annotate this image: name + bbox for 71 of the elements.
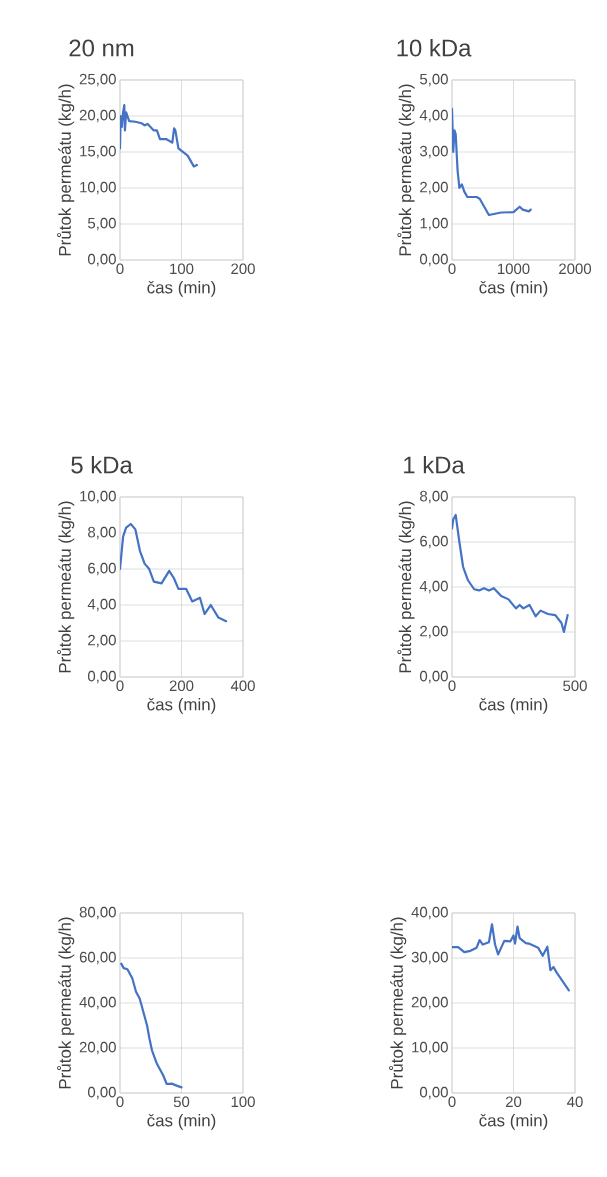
x-axis-title: čas (min) xyxy=(147,280,216,297)
chart-title: 20 nm xyxy=(69,39,134,57)
y-tick-label: 6,00 xyxy=(420,535,448,549)
x-axis-title: čas (min) xyxy=(479,280,548,297)
x-tick-label: 0 xyxy=(116,263,124,275)
y-tick-label: 8,00 xyxy=(88,526,116,540)
y-tick-label: 80,00 xyxy=(79,906,116,920)
y-tick-label: 0,00 xyxy=(419,1086,448,1100)
x-tick-label: 0 xyxy=(448,680,456,692)
y-tick-label: 6,00 xyxy=(88,562,116,576)
x-tick-label: 0 xyxy=(448,1096,456,1108)
y-tick-label: 8,00 xyxy=(420,490,448,504)
chart-title: 10 kDa xyxy=(397,38,472,57)
x-tick-label: 0 xyxy=(116,680,124,692)
y-axis-title: Průtok permeátu (kg/h) xyxy=(57,501,75,673)
y-tick-label: 5,00 xyxy=(419,73,448,87)
y-tick-label: 0,00 xyxy=(87,253,116,267)
y-tick-label: 0,00 xyxy=(87,1086,116,1100)
y-axis-title: Průtok permeátu (kg/h) xyxy=(389,917,407,1089)
y-tick-label: 15,00 xyxy=(80,145,116,159)
y-axis-title: Průtok permeátu (kg/h) xyxy=(57,917,75,1089)
y-tick-label: 30,00 xyxy=(411,951,448,965)
y-tick-label: 25,00 xyxy=(79,73,116,87)
y-tick-label: 1,00 xyxy=(420,217,448,231)
y-tick-label: 2,00 xyxy=(420,625,448,639)
y-tick-label: 10,00 xyxy=(80,181,116,195)
x-tick-label: 50 xyxy=(173,1096,190,1108)
y-tick-label: 5,00 xyxy=(87,217,116,231)
chart-title: 1 kDa xyxy=(404,455,465,474)
y-tick-label: 10,00 xyxy=(80,490,116,504)
y-axis-title: Průtok permeátu (kg/h) xyxy=(397,501,415,673)
x-tick-label: 20 xyxy=(505,1096,522,1108)
x-axis-title: čas (min) xyxy=(147,1113,216,1130)
y-tick-label: 4,00 xyxy=(419,580,448,594)
x-axis-title: čas (min) xyxy=(479,697,548,714)
y-tick-label: 10,00 xyxy=(412,1041,448,1055)
y-tick-label: 0,00 xyxy=(419,670,448,684)
y-axis-title: Průtok permeátu (kg/h) xyxy=(397,84,415,256)
y-tick-label: 60,00 xyxy=(79,951,116,965)
chart-title: 5 kDa xyxy=(71,455,133,474)
x-tick-label: 2000 xyxy=(559,263,592,275)
x-tick-label: 0 xyxy=(116,1096,124,1108)
x-tick-label: 100 xyxy=(170,263,194,275)
y-tick-label: 2,00 xyxy=(420,181,448,195)
x-axis-title: čas (min) xyxy=(479,1113,548,1130)
line-series xyxy=(452,923,570,992)
y-tick-label: 3,00 xyxy=(419,145,448,159)
x-tick-label: 0 xyxy=(448,263,456,275)
x-tick-label: 100 xyxy=(231,1096,255,1108)
y-axis-title: Průtok permeátu (kg/h) xyxy=(57,84,75,256)
x-tick-label: 200 xyxy=(231,263,255,275)
y-tick-label: 20,00 xyxy=(411,996,448,1010)
line-series xyxy=(120,104,198,168)
y-tick-label: 0,00 xyxy=(87,670,116,684)
y-tick-label: 40,00 xyxy=(79,996,116,1010)
x-tick-label: 40 xyxy=(567,1096,583,1108)
x-tick-label: 500 xyxy=(563,680,587,692)
x-axis-title: čas (min) xyxy=(147,697,216,714)
y-tick-label: 20,00 xyxy=(79,1041,116,1055)
y-tick-label: 4,00 xyxy=(419,109,448,123)
x-tick-label: 200 xyxy=(169,680,194,692)
line-series xyxy=(452,513,569,634)
y-tick-label: 40,00 xyxy=(411,906,448,920)
line-series xyxy=(120,522,228,623)
x-tick-label: 400 xyxy=(230,680,255,692)
x-tick-label: 1000 xyxy=(498,263,530,275)
y-tick-label: 4,00 xyxy=(87,598,116,612)
y-tick-label: 20,00 xyxy=(79,109,116,123)
y-tick-label: 2,00 xyxy=(88,634,116,648)
line-series xyxy=(452,107,532,217)
y-tick-label: 0,00 xyxy=(419,253,448,267)
